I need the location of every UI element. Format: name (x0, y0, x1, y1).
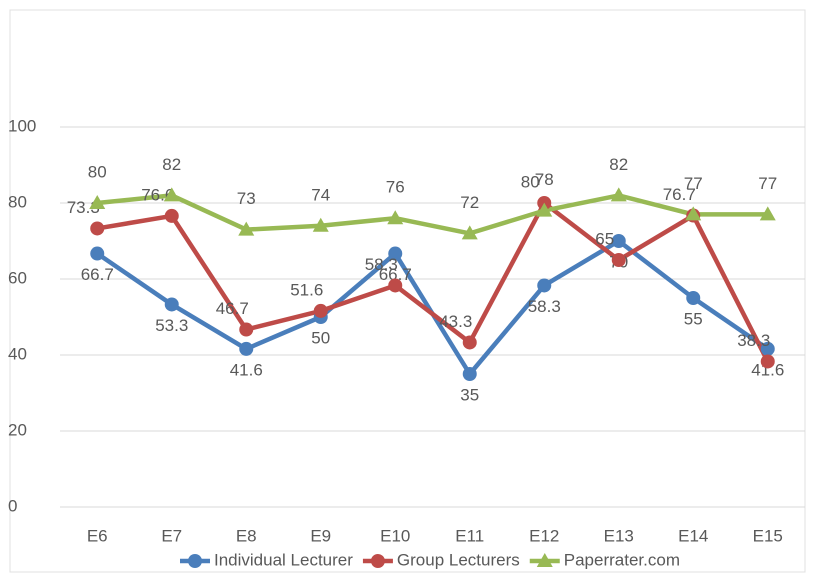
x-tick-label: E11 (455, 526, 484, 545)
legend-label: Paperrater.com (564, 550, 680, 569)
data-label: 72 (460, 193, 479, 212)
y-tick-label: 20 (8, 420, 27, 439)
data-label: 73.3 (67, 198, 100, 217)
x-tick-label: E9 (310, 526, 331, 545)
data-label: 50 (311, 328, 330, 347)
data-label: 65 (595, 229, 614, 248)
x-tick-label: E12 (529, 526, 559, 545)
data-label: 58.3 (365, 255, 398, 274)
x-tick-label: E10 (380, 526, 410, 545)
marker (164, 297, 179, 312)
legend-label: Group Lecturers (397, 550, 520, 569)
marker (461, 225, 478, 240)
marker (239, 341, 254, 356)
data-label: 82 (162, 155, 181, 174)
y-tick-label: 40 (8, 344, 27, 363)
data-label: 76 (386, 178, 405, 197)
legend-label: Individual Lecturer (214, 550, 353, 569)
marker (90, 246, 105, 261)
x-tick-label: E15 (753, 526, 783, 545)
data-label: 80 (88, 162, 107, 181)
marker (536, 202, 553, 217)
marker (89, 195, 106, 209)
marker (238, 221, 255, 236)
data-label: 78 (535, 170, 554, 189)
data-label: 66.7 (81, 265, 114, 284)
data-label: 74 (311, 185, 330, 204)
marker (685, 206, 702, 221)
data-label: 41.6 (751, 360, 784, 379)
marker (760, 341, 775, 356)
data-label: 58.3 (528, 297, 561, 316)
data-label: 41.6 (230, 360, 263, 379)
data-label: 51.6 (290, 280, 323, 299)
data-label: 80 (521, 172, 540, 191)
marker (163, 187, 180, 202)
y-tick-label: 100 (8, 116, 36, 135)
marker (759, 206, 776, 221)
marker (164, 208, 179, 223)
data-label: 77 (758, 174, 777, 193)
data-label: 35 (460, 385, 479, 404)
marker (388, 278, 403, 293)
marker (611, 253, 626, 267)
data-label: 77 (684, 174, 703, 193)
marker (188, 554, 202, 568)
data-label: 66.7 (379, 265, 412, 284)
data-label: 43.3 (439, 312, 472, 331)
x-tick-label: E8 (236, 526, 257, 545)
marker (611, 234, 626, 248)
data-label: 55 (684, 309, 703, 328)
data-label: 46.7 (216, 299, 249, 318)
marker (387, 210, 404, 225)
x-tick-label: E13 (604, 526, 634, 545)
data-label: 73 (237, 189, 256, 208)
x-tick-label: E6 (87, 526, 108, 545)
marker (462, 367, 477, 381)
marker (462, 335, 477, 350)
data-label: 38.3 (737, 331, 770, 350)
series-line (96, 200, 770, 363)
y-tick-label: 80 (8, 192, 27, 211)
marker (370, 554, 385, 568)
x-tick-label: E7 (161, 526, 182, 545)
marker (610, 187, 627, 202)
series-line (97, 193, 768, 236)
marker (90, 221, 105, 236)
chart-frame (9, 9, 806, 573)
data-label: 76.7 (663, 185, 696, 204)
x-tick-label: E14 (678, 526, 708, 545)
y-tick-label: 60 (8, 268, 27, 287)
marker (536, 553, 553, 567)
marker (537, 278, 552, 293)
data-label: 82 (609, 155, 628, 174)
marker (313, 303, 328, 318)
marker (686, 291, 701, 305)
data-label: 53.3 (155, 316, 188, 335)
marker (312, 217, 329, 232)
marker (239, 322, 254, 337)
y-tick-label: 0 (8, 496, 17, 515)
marker (760, 354, 775, 369)
marker (388, 246, 403, 261)
